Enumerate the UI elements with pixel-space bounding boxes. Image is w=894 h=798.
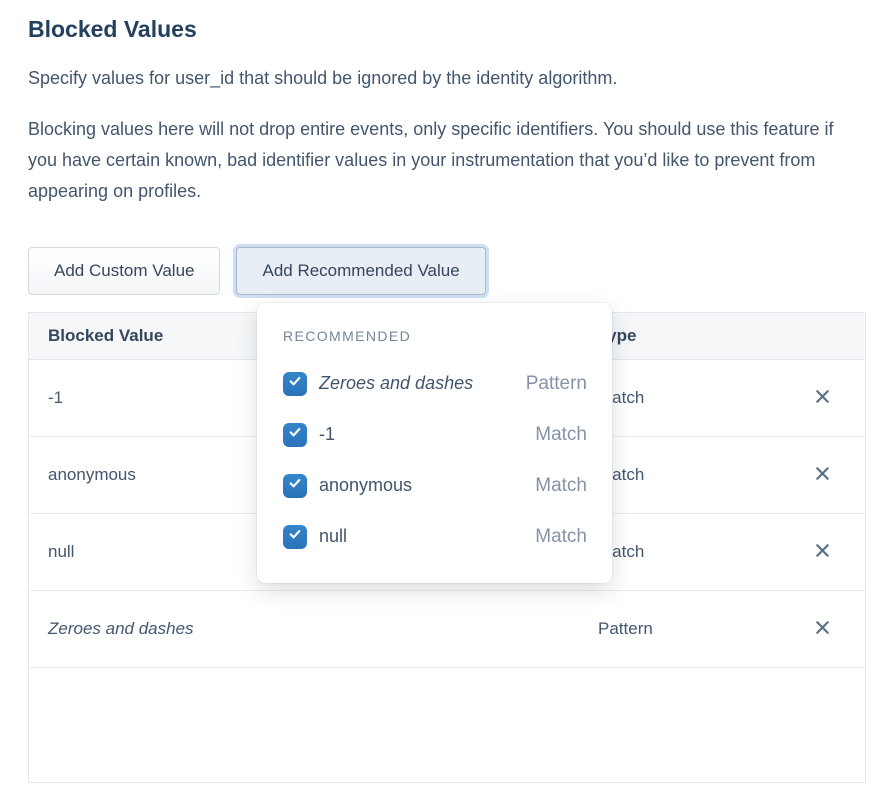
- checkbox-checked[interactable]: [283, 422, 307, 447]
- dropdown-item-minus-one[interactable]: -1 Match: [283, 409, 587, 460]
- dropdown-item-label: null: [319, 526, 348, 546]
- recommended-values-dropdown: RECOMMENDED Zeroes and dashes Pattern -1…: [257, 303, 612, 583]
- add-custom-value-button[interactable]: Add Custom Value: [28, 247, 221, 295]
- description-secondary: Blocking values here will not drop entir…: [28, 119, 834, 201]
- remove-row-button[interactable]: [807, 535, 838, 569]
- dropdown-section-label: RECOMMENDED: [283, 328, 412, 344]
- checkbox-checked[interactable]: [283, 524, 307, 549]
- dropdown-item-null[interactable]: null Match: [283, 511, 587, 562]
- description-primary: Specify values for user_id that should b…: [28, 68, 618, 88]
- page-title: Blocked Values: [28, 16, 197, 42]
- dropdown-item-type: Match: [535, 423, 587, 445]
- remove-row-button[interactable]: [807, 458, 838, 492]
- column-header-blocked-value: Blocked Value: [48, 326, 164, 345]
- check-icon: [287, 475, 303, 496]
- remove-row-button[interactable]: [807, 612, 838, 646]
- checkbox-checked[interactable]: [283, 371, 307, 396]
- x-icon: [813, 464, 832, 486]
- check-icon: [287, 526, 303, 547]
- action-button-row: Add Custom Value Add Recommended Value: [28, 247, 866, 295]
- dropdown-item-label: anonymous: [319, 475, 413, 495]
- dropdown-item-type: Match: [535, 474, 587, 496]
- add-recommended-value-button[interactable]: Add Recommended Value: [236, 247, 486, 295]
- blocked-value-cell: anonymous: [48, 465, 136, 484]
- x-icon: [813, 618, 832, 640]
- check-icon: [287, 424, 303, 445]
- remove-row-button[interactable]: [807, 381, 838, 415]
- x-icon: [813, 387, 832, 409]
- check-icon: [287, 373, 303, 394]
- type-cell: Match: [598, 465, 645, 484]
- table-row: Zeroes and dashes Pattern: [29, 591, 865, 668]
- dropdown-item-anonymous[interactable]: anonymous Match: [283, 460, 587, 511]
- x-icon: [813, 541, 832, 563]
- table-empty-area: [29, 668, 865, 782]
- dropdown-item-label: -1: [319, 424, 336, 444]
- dropdown-item-type: Match: [535, 525, 587, 547]
- blocked-value-cell: Zeroes and dashes: [48, 619, 194, 638]
- column-header-type: Type: [598, 326, 637, 345]
- type-cell: Match: [598, 542, 645, 561]
- blocked-value-cell: -1: [48, 388, 64, 407]
- type-cell: Pattern: [598, 619, 653, 638]
- dropdown-item-zeroes-and-dashes[interactable]: Zeroes and dashes Pattern: [283, 358, 587, 409]
- dropdown-item-type: Pattern: [525, 372, 587, 394]
- type-cell: Match: [598, 388, 645, 407]
- checkbox-checked[interactable]: [283, 473, 307, 498]
- dropdown-item-label: Zeroes and dashes: [319, 373, 474, 393]
- blocked-value-cell: null: [48, 542, 75, 561]
